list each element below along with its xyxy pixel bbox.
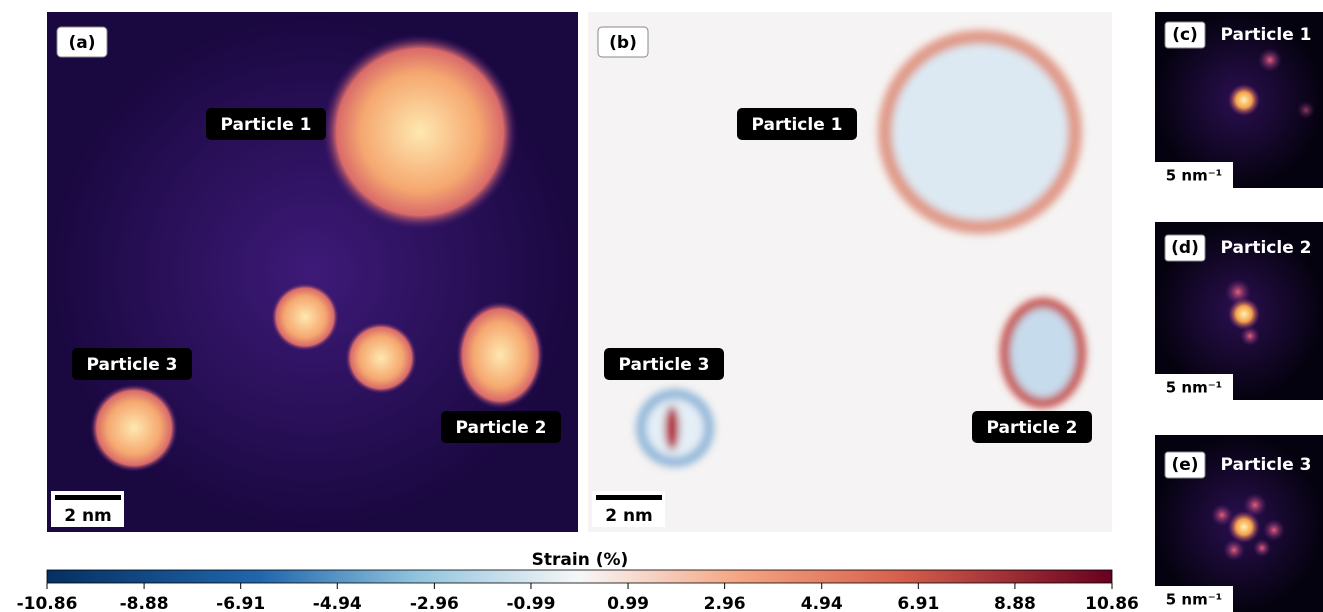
panel-title: Particle 3 (1221, 455, 1312, 475)
colorbar-label: Strain (%) (532, 550, 629, 570)
annotation: Particle 3 (619, 355, 710, 375)
tick-label: -4.94 (313, 594, 362, 612)
panel-title: Particle 1 (1221, 25, 1312, 45)
panel-e: (e) Particle 3 5 nm⁻¹ (1155, 435, 1323, 612)
panel-b: (b) Particle 1 Particle 3 Particle 2 2 n… (588, 12, 1112, 532)
tick-label: -0.99 (506, 594, 555, 612)
scalebar-label: 5 nm⁻¹ (1166, 379, 1222, 397)
scalebar-label: 5 nm⁻¹ (1166, 167, 1222, 185)
tick-label: -2.96 (410, 594, 459, 612)
colorbar: Strain (%) -10.86 -8.88 -6.91 -4.94 -2.96 -0.… (17, 550, 1139, 612)
annotation: Particle 2 (987, 418, 1078, 438)
tick-label: 0.99 (607, 594, 649, 612)
tick-label: 2.96 (704, 594, 746, 612)
panel-d: (d) Particle 2 5 nm⁻¹ (1155, 222, 1323, 400)
scalebar-label: 5 nm⁻¹ (1166, 591, 1222, 609)
tick-label: 4.94 (801, 594, 843, 612)
tick-label: 8.88 (994, 594, 1036, 612)
figure: (a) Particle 1 Particle 3 Particle 2 2 n… (0, 0, 1323, 612)
panel-a: (a) Particle 1 Particle 3 Particle 2 2 n… (47, 12, 578, 532)
scalebar-label: 2 nm (605, 506, 653, 526)
panel-c: (c) Particle 1 5 nm⁻¹ (1155, 12, 1323, 188)
tick-label: -10.86 (17, 594, 78, 612)
panel-label: (d) (1171, 238, 1199, 258)
annotation: Particle 1 (752, 115, 843, 135)
tick-label: -8.88 (120, 594, 169, 612)
annotation: Particle 2 (456, 418, 547, 438)
tick-label: 6.91 (897, 594, 939, 612)
tick-label: -6.91 (216, 594, 265, 612)
panel-title: Particle 2 (1221, 238, 1312, 258)
annotation: Particle 3 (87, 355, 178, 375)
panel-label: (e) (1171, 455, 1198, 475)
annotation: Particle 1 (221, 115, 312, 135)
tick-label: 10.86 (1085, 594, 1139, 612)
panel-label: (b) (609, 33, 637, 53)
panel-label: (c) (1172, 25, 1198, 45)
panel-label: (a) (68, 33, 95, 53)
scalebar-label: 2 nm (64, 506, 112, 526)
